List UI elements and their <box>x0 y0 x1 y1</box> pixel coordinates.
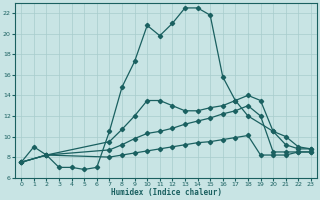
X-axis label: Humidex (Indice chaleur): Humidex (Indice chaleur) <box>111 188 221 197</box>
